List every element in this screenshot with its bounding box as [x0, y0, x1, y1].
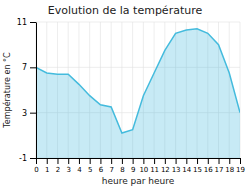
x-tick-mark	[111, 158, 112, 164]
x-tick-mark	[154, 158, 155, 164]
x-tick-label: 1	[45, 166, 49, 174]
x-tick: 10	[139, 158, 148, 174]
x-axis: 012345678910111213141516171819	[34, 158, 245, 174]
x-tick: 0	[34, 158, 38, 174]
x-tick: 2	[56, 158, 60, 174]
y-tick-label: 3	[22, 109, 27, 118]
x-tick: 6	[99, 158, 104, 174]
x-tick: 11	[150, 158, 159, 174]
line	[36, 29, 240, 133]
y-axis-line	[36, 23, 37, 159]
y-tick-mark	[30, 22, 36, 23]
x-tick-label: 0	[34, 166, 38, 174]
x-tick: 9	[131, 158, 135, 174]
x-tick-mark	[208, 158, 209, 164]
x-tick-mark	[229, 158, 230, 164]
y-tick-mark	[30, 113, 36, 114]
grid-line-x	[36, 22, 37, 158]
x-tick-label: 10	[139, 166, 148, 174]
y-tick-label: -1	[19, 154, 27, 163]
x-tick-mark	[36, 158, 37, 164]
marks	[36, 29, 240, 158]
x-tick: 18	[225, 158, 234, 174]
x-tick-label: 14	[182, 166, 191, 174]
y-tick: 11	[17, 18, 36, 27]
x-tick-mark	[100, 158, 101, 164]
x-tick: 3	[66, 158, 70, 174]
x-tick-mark	[68, 158, 69, 164]
x-tick-mark	[143, 158, 144, 164]
x-tick-label: 13	[172, 166, 181, 174]
x-tick-mark	[240, 158, 241, 164]
x-tick-label: 6	[99, 166, 104, 174]
x-tick-label: 11	[150, 166, 159, 174]
x-tick-mark	[197, 158, 198, 164]
x-tick: 17	[215, 158, 224, 174]
x-tick-label: 3	[66, 166, 70, 174]
y-axis-title: Température en °C	[2, 52, 12, 129]
x-tick: 7	[109, 158, 113, 174]
x-tick: 4	[77, 158, 82, 174]
x-tick-mark	[133, 158, 134, 164]
x-tick-mark	[47, 158, 48, 164]
x-tick: 5	[88, 158, 92, 174]
x-tick-label: 5	[88, 166, 92, 174]
y-tick-label: 7	[22, 63, 27, 72]
x-tick: 8	[120, 158, 124, 174]
x-tick-label: 18	[225, 166, 234, 174]
x-tick-mark	[186, 158, 187, 164]
x-tick-label: 7	[109, 166, 113, 174]
x-tick: 12	[161, 158, 170, 174]
x-tick: 16	[204, 158, 213, 174]
y-tick: 3	[22, 109, 36, 118]
x-tick: 13	[172, 158, 181, 174]
x-tick-label: 19	[236, 166, 245, 174]
x-tick-label: 15	[193, 166, 202, 174]
x-tick-label: 8	[120, 166, 124, 174]
x-tick-mark	[79, 158, 80, 164]
x-axis-line	[37, 158, 241, 159]
chart: 012345678910111213141516171819-13711Evol…	[0, 0, 250, 188]
y-tick-label: 11	[17, 18, 27, 27]
x-tick-label: 4	[77, 166, 82, 174]
y-tick: 7	[22, 63, 36, 72]
x-tick-label: 12	[161, 166, 170, 174]
y-axis: -1 3 7 11	[17, 18, 37, 163]
x-tick-mark	[219, 158, 220, 164]
x-tick-mark	[90, 158, 91, 164]
x-tick-label: 17	[215, 166, 224, 174]
x-tick-mark	[122, 158, 123, 164]
x-tick: 15	[193, 158, 202, 174]
area	[36, 29, 240, 158]
grid-line-y	[36, 22, 240, 23]
title: Evolution de la température	[48, 4, 203, 17]
y-tick-mark	[30, 158, 36, 159]
grid	[36, 22, 240, 158]
y-tick: -1	[19, 154, 36, 163]
y-tick-mark	[30, 67, 36, 68]
x-tick-mark	[57, 158, 58, 164]
plot: 012345678910111213141516171819-13711	[17, 18, 245, 174]
x-tick-mark	[176, 158, 177, 164]
x-tick-label: 16	[204, 166, 213, 174]
x-tick: 14	[182, 158, 191, 174]
x-tick-label: 9	[131, 166, 135, 174]
x-axis-title: heure par heure	[102, 176, 175, 186]
x-tick: 19	[236, 158, 245, 174]
x-tick: 1	[45, 158, 49, 174]
x-tick-label: 2	[56, 166, 60, 174]
x-tick-mark	[165, 158, 166, 164]
